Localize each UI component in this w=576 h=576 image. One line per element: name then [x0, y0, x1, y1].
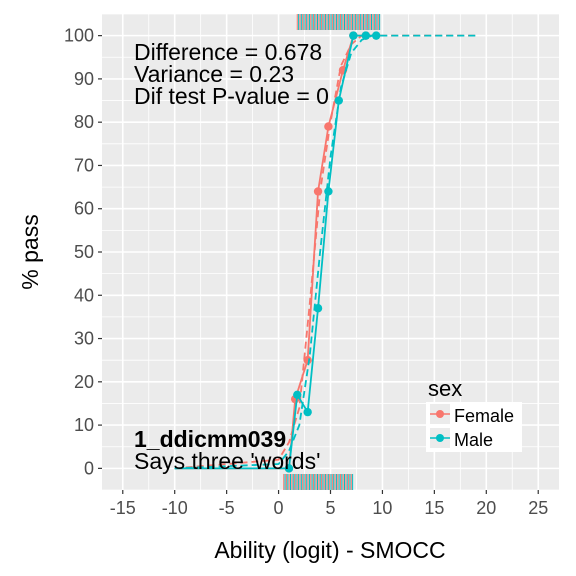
data-point-male [334, 96, 344, 105]
data-point-male [324, 187, 333, 196]
y-tick-label: 40 [74, 285, 94, 305]
legend-key-female [430, 404, 450, 424]
x-tick-label: 15 [424, 498, 444, 518]
y-tick-label: 50 [74, 242, 94, 262]
stat-variance: Variance = 0.23 [134, 61, 294, 87]
y-tick-label: 30 [74, 329, 94, 349]
y-tick-label: 100 [64, 26, 94, 46]
legend: sex Female Male [426, 376, 522, 452]
data-point-female [313, 187, 323, 196]
x-tick-label: 10 [372, 498, 392, 518]
y-tick-label: 10 [74, 415, 94, 435]
x-tick-label: -5 [219, 498, 235, 518]
y-tick-label: 60 [74, 199, 94, 219]
stat-difference: Difference = 0.678 [134, 39, 322, 65]
data-point-female [303, 355, 312, 365]
x-tick-label: 20 [476, 498, 496, 518]
data-point-male [361, 31, 371, 40]
x-tick-label: -15 [110, 498, 136, 518]
legend-label-male: Male [454, 430, 493, 450]
rug-marks [283, 14, 381, 490]
legend-label-female: Female [454, 406, 514, 426]
item-label: Says three 'words' [134, 448, 320, 474]
fitted-line-male [174, 34, 476, 470]
observed-line-male [174, 34, 377, 470]
x-axis-label: Ability (logit) - SMOCC [214, 537, 445, 563]
legend-key-male [430, 428, 450, 448]
data-point-male [303, 407, 312, 417]
y-tick-label: 90 [74, 69, 94, 89]
stat-dif-test-pvalue: Dif test P-value = 0 [134, 83, 329, 109]
y-tick-label: 70 [74, 155, 94, 175]
x-tick-label: 25 [528, 498, 548, 518]
item-code: 1_ddicmm039 [134, 426, 286, 452]
x-tick-label: 5 [325, 498, 335, 518]
x-tick-label: 0 [274, 498, 284, 518]
x-axis-ticks: -15 -10 -5 0 5 10 15 20 25 [110, 490, 548, 518]
data-point-male [372, 31, 381, 40]
series-layer [174, 31, 476, 473]
data-point-male [349, 31, 358, 40]
data-point-male [284, 464, 294, 473]
y-axis-label: % pass [17, 214, 43, 289]
data-point-male [313, 304, 323, 313]
legend-title: sex [428, 376, 462, 401]
y-axis-ticks: 0 10 20 30 40 50 60 70 80 90 100 [64, 26, 102, 478]
data-point-female [324, 122, 333, 131]
y-tick-label: 80 [74, 112, 94, 132]
major-grid [102, 14, 559, 490]
data-point-male [293, 390, 302, 399]
y-tick-label: 0 [84, 458, 94, 478]
y-tick-label: 20 [74, 372, 94, 392]
x-tick-label: -10 [162, 498, 188, 518]
